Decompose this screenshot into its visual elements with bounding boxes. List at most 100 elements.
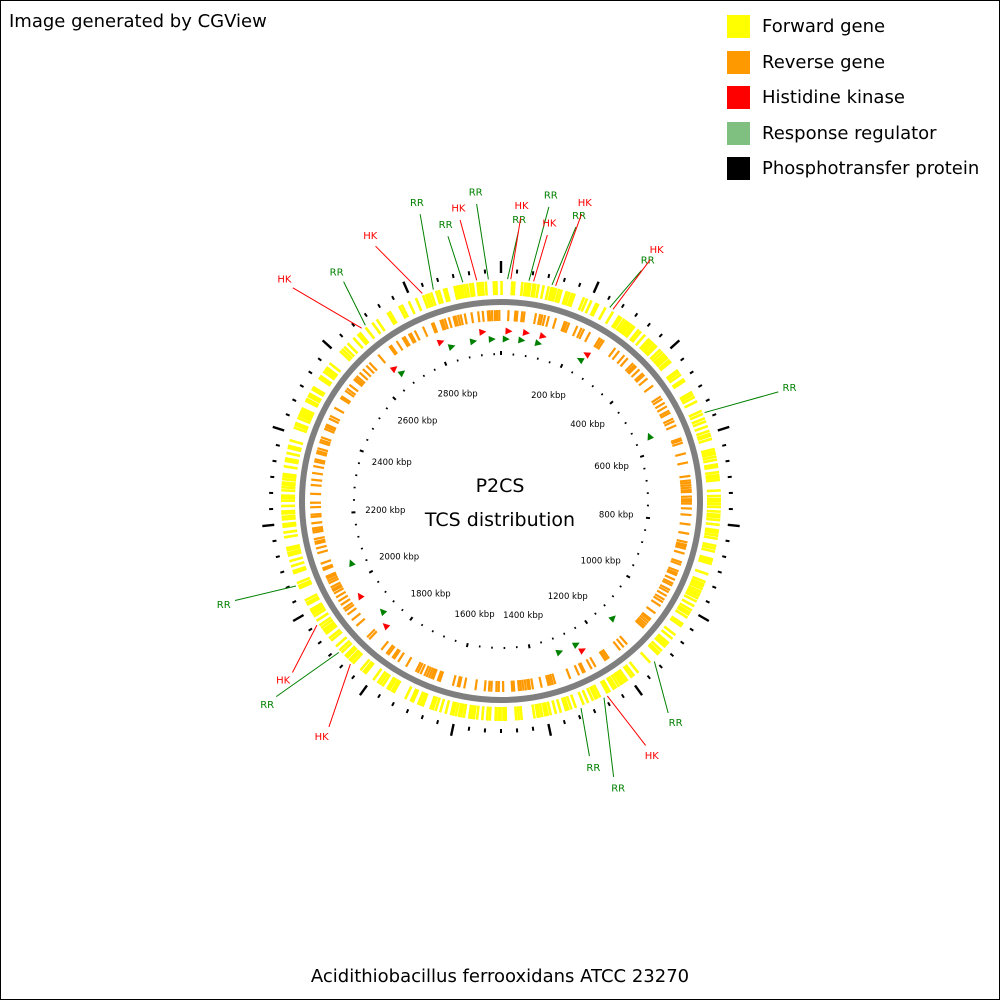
ruler-tick	[412, 381, 415, 385]
reverse-gene-mark	[598, 650, 607, 662]
forward-gene-mark	[306, 597, 321, 607]
forward-gene-mark	[362, 660, 373, 674]
forward-gene-mark	[699, 554, 714, 561]
ruler-tick	[359, 449, 364, 453]
reverse-gene-mark	[441, 318, 447, 331]
ruler-tick	[422, 374, 426, 378]
reverse-gene-mark	[651, 395, 662, 404]
reverse-gene-mark	[667, 566, 679, 573]
reverse-gene-mark	[665, 424, 677, 431]
gene-tracks	[280, 280, 722, 722]
forward-gene-mark	[657, 633, 670, 645]
reverse-gene-mark	[320, 559, 332, 565]
reverse-gene-mark	[662, 417, 674, 425]
reverse-gene-mark	[673, 549, 685, 555]
outer-tick	[275, 443, 281, 447]
forward-gene-mark	[281, 509, 296, 513]
forward-gene-mark	[565, 695, 573, 710]
forward-gene-mark	[282, 523, 297, 529]
reverse-gene-mark	[652, 397, 663, 406]
ruler-label: 1000 kbp	[581, 556, 621, 566]
outer-tick	[292, 600, 297, 604]
outer-tick	[358, 684, 368, 696]
outer-tick	[420, 282, 424, 288]
forward-gene-mark	[689, 582, 704, 591]
forward-gene-mark	[692, 420, 707, 428]
reverse-gene-mark	[328, 417, 340, 425]
forward-gene-mark	[348, 649, 360, 662]
reverse-gene-mark	[477, 311, 481, 323]
ruler-tick	[360, 547, 364, 550]
forward-gene-mark	[484, 281, 488, 296]
reverse-gene-mark	[387, 645, 396, 656]
forward-gene-mark	[677, 604, 692, 615]
outer-tick	[607, 295, 611, 301]
forward-gene-mark	[485, 706, 490, 721]
forward-gene-mark	[698, 556, 713, 563]
outer-tick	[351, 675, 356, 680]
forward-gene-mark	[628, 661, 640, 674]
inner-kbp-ruler: 200 kbp 400 kbp 600 kbp 800 kbp 1000 kbp 1200…	[351, 351, 651, 649]
reverse-gene-mark	[523, 679, 528, 691]
forward-gene-mark	[371, 321, 382, 335]
reverse-gene-mark	[430, 322, 437, 334]
reverse-gene-mark	[315, 451, 328, 457]
outer-tick	[562, 719, 566, 725]
ruler-tick	[456, 359, 459, 362]
outer-tick	[562, 277, 566, 283]
forward-gene-mark	[704, 527, 720, 532]
forward-gene-mark	[616, 670, 627, 684]
reverse-gene-mark	[520, 311, 524, 323]
reverse-gene-mark	[311, 471, 324, 476]
forward-gene-mark	[285, 544, 301, 550]
legend-label: Reverse gene	[762, 51, 886, 73]
forward-gene-mark	[421, 692, 429, 707]
ruler-tick	[536, 357, 539, 360]
forward-gene-mark	[610, 315, 621, 329]
reverse-gene-mark	[663, 419, 675, 427]
forward-gene-mark	[358, 331, 370, 345]
forward-gene-mark	[706, 512, 721, 517]
forward-gene-mark	[691, 417, 706, 425]
ruler-tick	[384, 590, 387, 594]
forward-gene-mark	[307, 394, 321, 404]
callout-line	[528, 206, 550, 281]
reverse-gene-mark	[551, 317, 558, 329]
ruler-tick	[433, 368, 436, 372]
forward-gene-mark	[429, 695, 436, 710]
hk-arrow-marker	[505, 327, 513, 335]
forward-gene-mark	[658, 358, 671, 370]
forward-gene-mark	[330, 630, 343, 642]
reverse-gene-mark	[562, 321, 569, 333]
forward-gene-mark	[310, 603, 324, 614]
outer-tick	[592, 281, 600, 294]
forward-gene-mark	[318, 616, 332, 627]
outer-tick	[658, 664, 663, 669]
forward-gene-mark	[656, 356, 669, 368]
tcs-arrow-markers	[349, 327, 654, 657]
ruler-tick	[563, 632, 566, 635]
forward-gene-mark	[650, 640, 663, 652]
forward-gene-mark	[706, 514, 721, 519]
reverse-gene-mark	[344, 389, 355, 398]
forward-gene-mark	[287, 550, 302, 557]
rr-arrow-marker	[608, 615, 616, 623]
outer-tick	[721, 443, 727, 447]
forward-gene-mark	[647, 643, 660, 656]
outer-tick	[317, 640, 322, 645]
reverse-gene-mark	[615, 638, 625, 649]
forward-gene-mark	[674, 609, 689, 619]
rr-label: RR	[611, 784, 625, 795]
forward-gene-mark	[560, 697, 568, 712]
outer-tick	[531, 271, 535, 276]
forward-gene-mark	[397, 305, 407, 320]
reverse-gene-mark	[548, 673, 555, 686]
outer-tick	[697, 613, 710, 623]
forward-gene-mark	[305, 397, 320, 407]
reverse-gene-mark	[385, 644, 394, 655]
outer-tick	[620, 303, 625, 309]
hk-arrow-marker	[382, 623, 391, 631]
forward-gene-mark	[599, 680, 609, 695]
reverse-gene-mark	[636, 618, 646, 628]
